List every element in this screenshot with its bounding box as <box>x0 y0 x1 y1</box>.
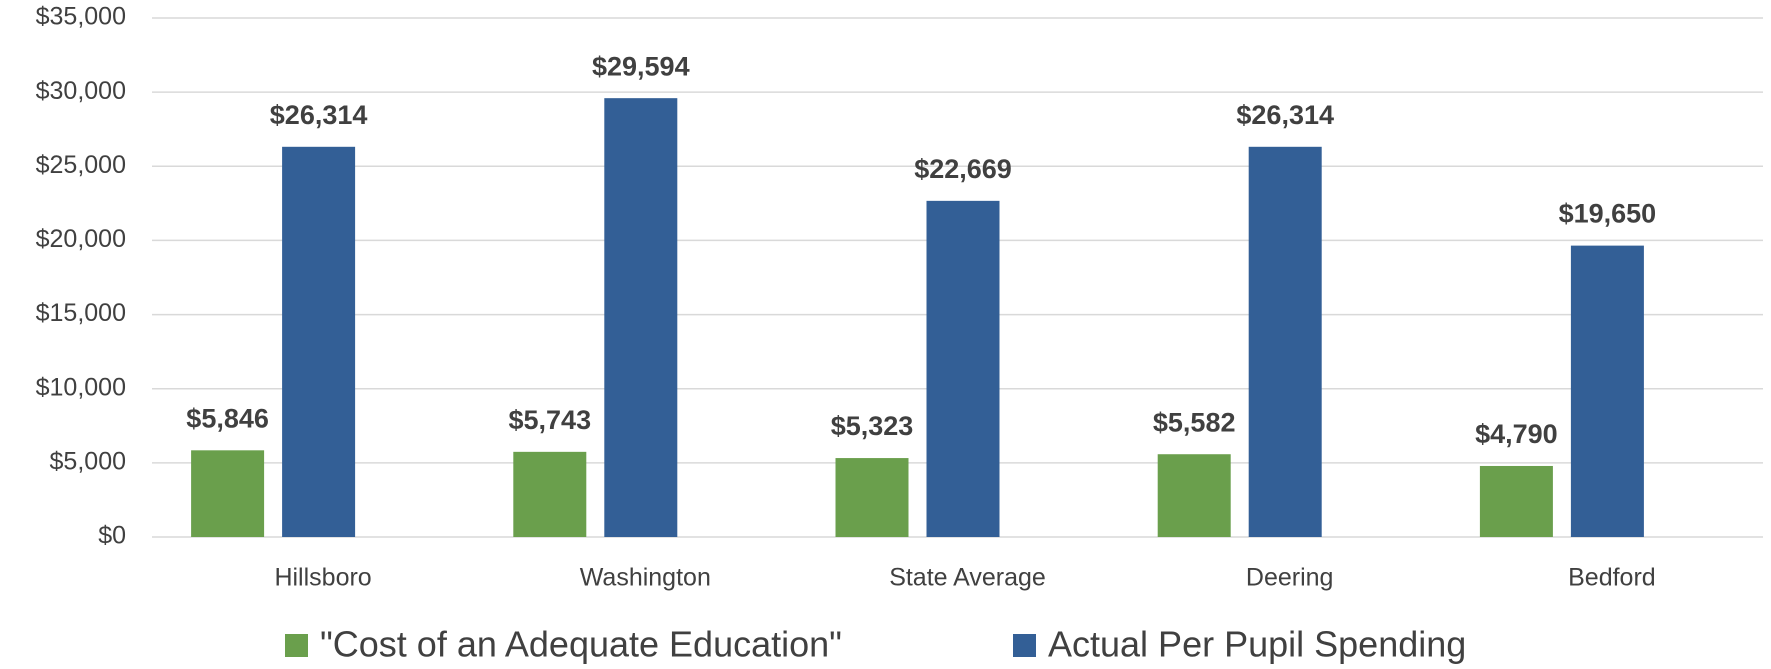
x-tick-label: Washington <box>580 564 711 592</box>
legend-swatch <box>1013 634 1036 657</box>
legend-swatch <box>285 634 308 657</box>
legend-label: Actual Per Pupil Spending <box>1048 624 1466 665</box>
y-tick-label: $5,000 <box>50 447 126 475</box>
data-label: $5,582 <box>1153 407 1236 437</box>
bar <box>1570 245 1644 537</box>
y-tick-label: $0 <box>98 522 126 550</box>
y-tick-label: $20,000 <box>36 225 126 253</box>
data-label: $22,669 <box>914 154 1012 184</box>
bar <box>282 146 356 537</box>
x-tick-label: Bedford <box>1568 564 1656 592</box>
x-tick-label: Hillsboro <box>274 564 371 592</box>
y-tick-label: $30,000 <box>36 77 126 105</box>
data-label: $26,314 <box>270 100 368 130</box>
y-tick-label: $10,000 <box>36 373 126 401</box>
data-label: $19,650 <box>1559 199 1657 229</box>
x-tick-label: Deering <box>1246 564 1334 592</box>
data-label: $26,314 <box>1236 100 1334 130</box>
bar <box>1479 465 1553 537</box>
bar <box>926 200 1000 537</box>
y-tick-label: $15,000 <box>36 299 126 327</box>
legend-label: "Cost of an Adequate Education" <box>320 624 842 665</box>
data-label: $5,323 <box>831 411 914 441</box>
bar <box>835 458 909 537</box>
data-label: $5,743 <box>509 405 592 435</box>
data-label: $4,790 <box>1475 419 1558 449</box>
y-tick-label: $35,000 <box>36 3 126 31</box>
bar <box>513 451 587 537</box>
y-tick-label: $25,000 <box>36 151 126 179</box>
bar <box>191 450 265 537</box>
data-label: $29,594 <box>592 51 690 81</box>
bar <box>1157 454 1231 537</box>
bar <box>1248 146 1322 537</box>
bar <box>604 98 678 537</box>
data-label: $5,846 <box>186 403 269 433</box>
x-tick-label: State Average <box>889 564 1046 592</box>
